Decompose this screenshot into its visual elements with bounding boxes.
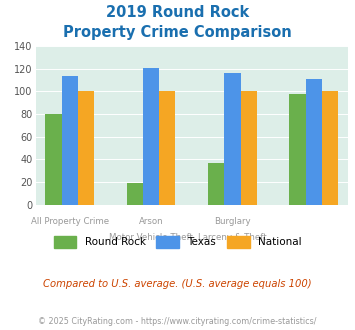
Text: 2019 Round Rock: 2019 Round Rock — [106, 5, 249, 20]
Bar — [289, 94, 306, 205]
Text: Arson: Arson — [139, 217, 163, 226]
Bar — [306, 79, 322, 205]
Text: Property Crime Comparison: Property Crime Comparison — [63, 25, 292, 40]
Bar — [143, 68, 159, 205]
Bar — [159, 91, 175, 205]
Bar — [322, 91, 338, 205]
Bar — [45, 114, 61, 205]
Legend: Round Rock, Texas, National: Round Rock, Texas, National — [54, 236, 301, 248]
Bar — [224, 73, 241, 205]
Bar — [241, 91, 257, 205]
Text: Burglary: Burglary — [214, 217, 251, 226]
Text: All Property Crime: All Property Crime — [31, 217, 109, 226]
Bar — [208, 163, 224, 205]
Text: Motor Vehicle Theft: Motor Vehicle Theft — [109, 233, 193, 242]
Text: Compared to U.S. average. (U.S. average equals 100): Compared to U.S. average. (U.S. average … — [43, 279, 312, 289]
Text: © 2025 CityRating.com - https://www.cityrating.com/crime-statistics/: © 2025 CityRating.com - https://www.city… — [38, 317, 317, 326]
Text: Larceny & Theft: Larceny & Theft — [198, 233, 267, 242]
Bar — [127, 183, 143, 205]
Bar — [78, 91, 94, 205]
Bar — [61, 76, 78, 205]
